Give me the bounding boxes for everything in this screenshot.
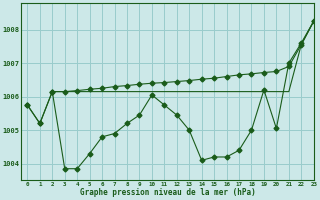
X-axis label: Graphe pression niveau de la mer (hPa): Graphe pression niveau de la mer (hPa) (80, 188, 255, 197)
